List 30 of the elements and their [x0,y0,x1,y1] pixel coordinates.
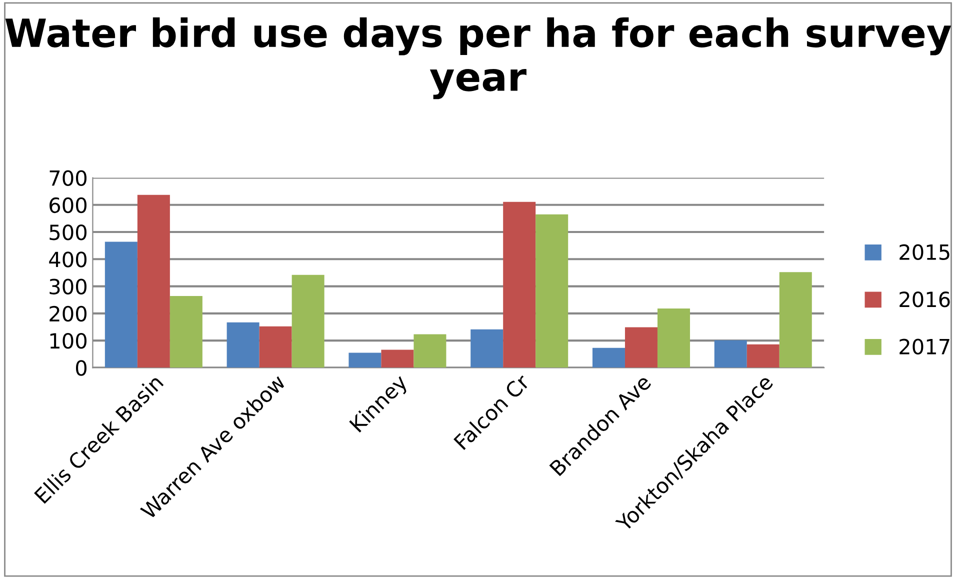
bar [292,274,324,368]
y-tick-label: 700 [50,170,86,186]
bar [348,352,382,368]
y-tick-label: 500 [50,224,86,240]
bar [592,348,625,368]
bar [414,334,446,368]
bar [104,242,138,368]
bar [503,202,536,368]
bar [714,340,747,368]
bar [259,326,292,368]
bar [381,350,414,368]
bar [779,272,812,368]
y-tick-label: 300 [50,278,86,294]
bar [657,308,690,368]
chart-title: Water bird use days per ha for each survey year [5,17,952,100]
bar [226,322,260,368]
bar [470,329,504,368]
bar [624,327,658,368]
y-tick-label: 400 [49,252,86,268]
bar [746,344,780,368]
legend-label: 2016 [900,291,950,308]
y-tick-label: 200 [50,306,86,322]
y-tick-label: 600 [50,197,86,214]
bar [137,194,170,368]
legend-label: 2015 [900,244,950,260]
bar [170,296,202,368]
legend-label: 2017 [900,338,950,354]
y-tick-label: 100 [50,332,86,349]
y-tick-label: 0 [76,360,86,376]
bar [536,214,568,368]
